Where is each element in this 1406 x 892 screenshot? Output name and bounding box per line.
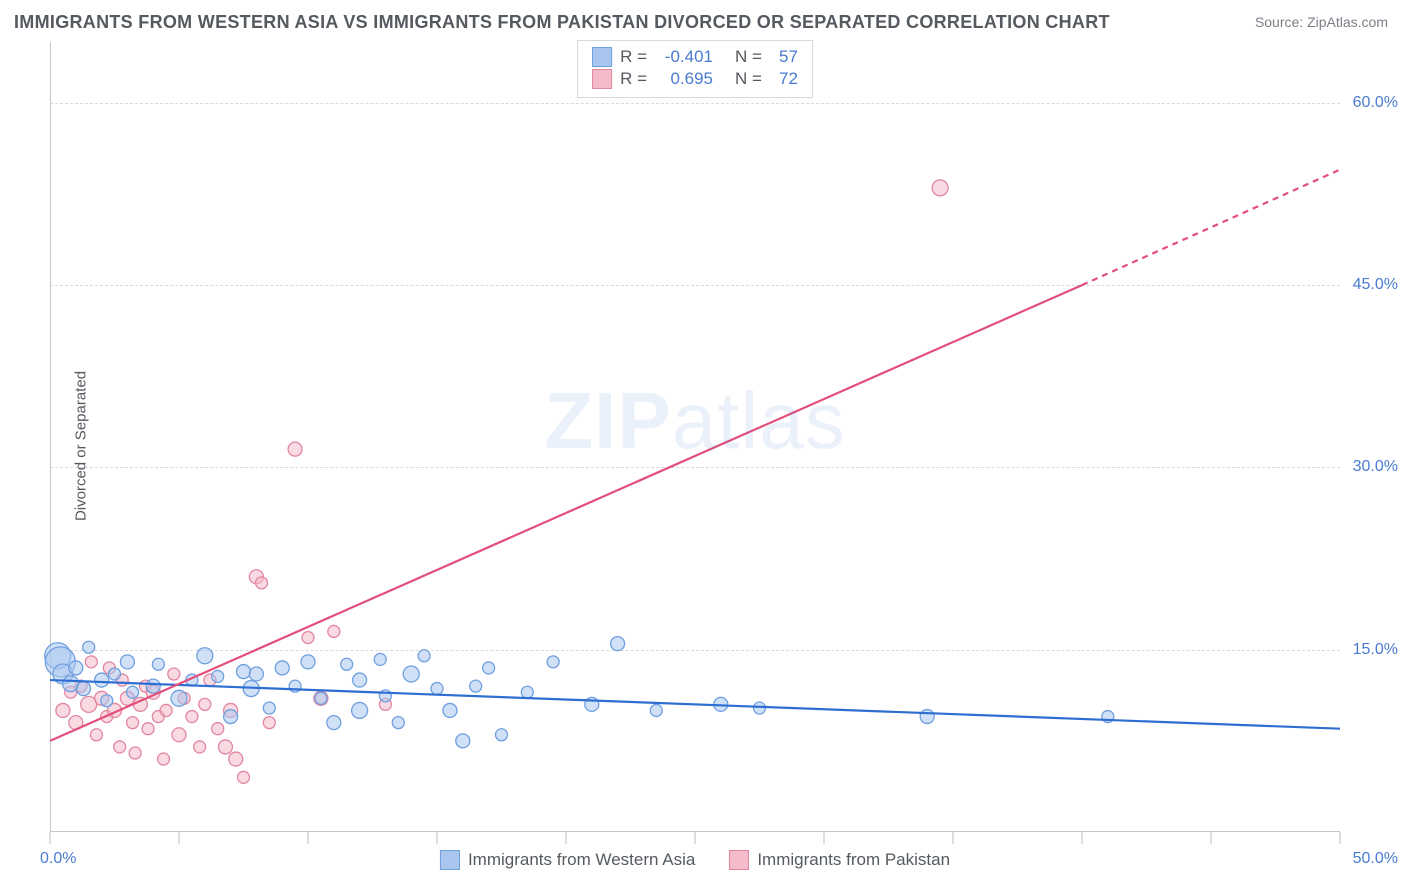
source-name: ZipAtlas.com [1307,14,1388,30]
swatch-blue [592,47,612,67]
legend-item-blue: Immigrants from Western Asia [440,850,695,870]
r-value-blue: -0.401 [655,47,713,67]
swatch-pink [592,69,612,89]
source-attribution: Source: ZipAtlas.com [1255,14,1388,30]
chart-plot-area: ZIPatlas R = -0.401 N = 57 R = 0.695 N =… [50,42,1340,832]
r-label: R = [620,47,647,67]
chart-title: IMMIGRANTS FROM WESTERN ASIA VS IMMIGRAN… [14,12,1110,33]
swatch-pink [729,850,749,870]
x-tick-min: 0.0% [40,850,76,868]
series-label-pink: Immigrants from Pakistan [757,850,950,870]
legend-stats-row-pink: R = 0.695 N = 72 [592,69,798,89]
scatter-svg [50,42,1340,832]
source-label: Source: [1255,14,1307,30]
n-value-blue: 57 [770,47,798,67]
r-value-pink: 0.695 [655,69,713,89]
x-tick-max: 50.0% [1353,850,1398,868]
series-label-blue: Immigrants from Western Asia [468,850,695,870]
legend-stats-row-blue: R = -0.401 N = 57 [592,47,798,67]
n-value-pink: 72 [770,69,798,89]
n-label: N = [735,69,762,89]
legend-item-pink: Immigrants from Pakistan [729,850,950,870]
legend-series: Immigrants from Western Asia Immigrants … [440,850,950,870]
swatch-blue [440,850,460,870]
r-label: R = [620,69,647,89]
legend-stats: R = -0.401 N = 57 R = 0.695 N = 72 [577,40,813,98]
n-label: N = [735,47,762,67]
